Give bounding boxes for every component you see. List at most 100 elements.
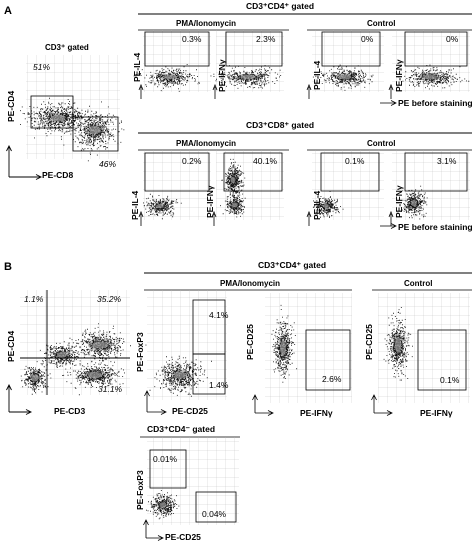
cell-cluster	[210, 65, 282, 89]
control-label: Control	[404, 279, 432, 288]
axis-arrows-icon	[144, 390, 167, 415]
gate-cd4-percent: 51%	[33, 62, 50, 72]
arrow-right-icon	[380, 223, 397, 229]
x-axis-label: PE before staining	[398, 98, 473, 108]
cell-cluster	[143, 193, 182, 220]
gate-percent: 2.3%	[256, 34, 276, 44]
cell-cluster	[39, 339, 93, 370]
cell-cluster	[221, 158, 246, 200]
x-axis-label: PE-CD3	[54, 406, 85, 416]
axis-arrows-icon	[252, 394, 274, 416]
gate	[320, 152, 380, 192]
cell-cluster	[220, 192, 246, 218]
cd25-ifng-control-plot: 0.1% PE-CD25 PE-IFNγ	[364, 293, 470, 418]
panel-b-label: B	[4, 261, 12, 273]
cd4-ifng-stim-plot: 2.3% PE-IFNγ	[210, 30, 284, 99]
cell-cluster	[133, 64, 200, 92]
y-axis-label: PE-FoxP3	[135, 470, 145, 510]
cd4-gated-title: CD3⁺CD4⁺ gated	[258, 260, 326, 270]
cd8-il4-control-plot: 0.1% PE-IL-4	[306, 150, 384, 226]
arrow-up-icon	[138, 83, 144, 99]
arrow-up-icon	[306, 83, 312, 99]
cd8-ifng-stim-plot: 40.1% PE-IFNγ	[205, 150, 284, 226]
cd4-gated-title: CD3⁺CD4⁺ gated	[246, 1, 314, 11]
plot-grid	[147, 437, 239, 525]
gate-upper	[149, 449, 187, 489]
cell-cluster	[63, 101, 125, 162]
gate	[225, 31, 283, 67]
axis-arrows-icon	[6, 144, 43, 180]
gate	[404, 152, 468, 192]
cell-cluster	[20, 361, 52, 395]
panel-b-overview-plot: 1.1% 35.2% 31.1% PE-CD4 PE-CD3	[6, 290, 147, 416]
cell-cluster	[149, 355, 220, 397]
y-axis-label: PE-FoxP3	[135, 332, 145, 372]
cd4-il4-control-plot: 0% PE-IL-4	[306, 30, 384, 99]
arrow-right-icon	[380, 100, 397, 106]
quadrant-lr-percent: 31.1%	[98, 384, 123, 394]
control-label: Control	[367, 139, 395, 148]
gate	[404, 31, 468, 67]
gate	[417, 329, 467, 391]
y-axis-label: PE-CD4	[6, 91, 16, 122]
quadrant-ul-percent: 1.1%	[24, 294, 44, 304]
axis-arrows-icon	[6, 383, 33, 415]
panel-a-label: A	[4, 5, 12, 17]
y-axis-label: PE-CD25	[245, 324, 255, 360]
cd4-ifng-control-plot: 0% PE-IFNγ	[388, 30, 470, 99]
gate-lower	[195, 491, 237, 523]
x-axis-label: PE-CD25	[165, 532, 201, 542]
cd4neg-foxp3-plot: CD3⁺CD4⁻ gated 0.01% 0.04% PE-FoxP3 PE-C…	[135, 424, 240, 542]
foxp3-cd25-stim-plot: 4.1% 1.4% PE-FoxP3 PE-CD25	[135, 290, 229, 416]
gate-cd4	[30, 95, 74, 129]
gate-percent: 0%	[361, 34, 374, 44]
gate-upper-percent: 4.1%	[209, 310, 229, 320]
panel-a-overview-plot: CD3⁺ gated 51% 46% PE-CD4 PE-CD8	[6, 43, 125, 180]
cd8-gated-title: CD3⁺CD8⁺ gated	[246, 120, 314, 130]
gate-percent: 0.2%	[182, 156, 202, 166]
gate	[321, 31, 381, 67]
gate-percent: 2.6%	[322, 374, 342, 384]
gate	[144, 31, 210, 67]
overview-a-header: CD3⁺ gated	[45, 43, 89, 52]
stim-label: PMA/Ionomycin	[176, 139, 236, 148]
y-axis-label: PE-IL-4	[132, 52, 142, 82]
x-axis-label: PE-IFNγ	[420, 408, 453, 418]
x-axis-label: PE-CD25	[172, 406, 208, 416]
axis-arrows-icon	[371, 394, 393, 416]
y-axis-label: PE-IFNγ	[394, 59, 404, 92]
cd8-il4-stim-plot: 0.2% PE-IL-4	[130, 150, 211, 226]
gate	[144, 152, 210, 192]
cell-cluster	[383, 307, 413, 381]
y-axis-label: PE-IFNγ	[394, 185, 404, 218]
cell-cluster	[312, 64, 374, 91]
cd4-gated-header: CD3⁺CD4⁺ gated PMA/Ionomycin Control	[138, 1, 472, 31]
arrow-up-icon	[306, 210, 312, 226]
cell-cluster	[400, 185, 428, 220]
cd4-x-axis: PE before staining	[380, 98, 473, 108]
y-axis-label: PE-IL-4	[130, 190, 140, 220]
y-axis-label: PE-CD4	[6, 331, 16, 362]
plot-grid	[143, 30, 211, 92]
quadrant-ur-percent: 35.2%	[97, 294, 122, 304]
stim-label: PMA/Ionomycin	[176, 19, 236, 28]
cd8-gated-header: CD3⁺CD8⁺ gated PMA/Ionomycin Control	[138, 120, 472, 151]
gate	[223, 152, 283, 192]
gate-percent: 40.1%	[253, 156, 278, 166]
cell-cluster	[139, 490, 180, 520]
gate-lower-percent: 1.4%	[209, 380, 229, 390]
cd8-ifng-control-plot: 3.1% PE-IFNγ	[388, 150, 470, 226]
gate-upper-percent: 0.01%	[153, 454, 178, 464]
gate-percent: 0%	[446, 34, 459, 44]
gate-percent: 0.1%	[345, 156, 365, 166]
gate-percent: 0.3%	[182, 34, 202, 44]
cell-cluster	[62, 357, 125, 396]
gate-percent: 0.1%	[440, 375, 460, 385]
b-cd4-gated-header: CD3⁺CD4⁺ gated PMA/Ionomycin Control	[144, 260, 472, 291]
x-axis-label: PE-IFNγ	[300, 408, 333, 418]
cd8-x-axis: PE before staining	[380, 222, 473, 232]
gate	[305, 329, 351, 391]
y-axis-label: PE-IFNγ	[217, 59, 227, 92]
gate-percent: 3.1%	[437, 156, 457, 166]
